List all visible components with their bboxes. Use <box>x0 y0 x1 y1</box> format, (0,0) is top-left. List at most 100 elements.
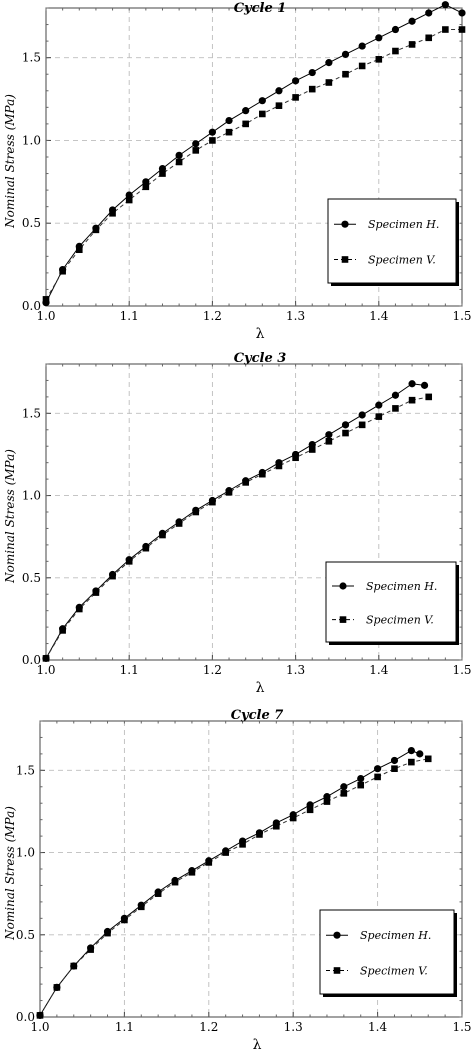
data-point-specimen-v <box>209 137 216 144</box>
y-tick-label: 1.0 <box>22 133 41 147</box>
data-point-specimen-h <box>357 774 365 783</box>
series-line-specimen-v <box>39 758 429 1016</box>
data-point-specimen-h <box>341 50 350 58</box>
chart-panel-1: 1.0 1.1 1.2 1.3 1.4 1.5 0.0 0.5 1.0 1.5 Cycle 1 λ No… <box>3 1 472 342</box>
data-point-specimen-h <box>416 750 424 758</box>
data-point-specimen-v <box>154 890 162 897</box>
data-point-specimen-h <box>441 1 449 9</box>
data-point-specimen-v <box>308 85 316 93</box>
data-point-specimen-v <box>358 421 366 429</box>
legend-marker <box>339 582 347 590</box>
data-point-specimen-v <box>75 246 83 254</box>
data-point-specimen-h <box>420 381 429 389</box>
data-point-specimen-v <box>408 41 416 48</box>
data-point-specimen-h <box>192 140 200 148</box>
data-point-specimen-h <box>275 87 283 95</box>
x-tick-label: 1.5 <box>452 663 471 677</box>
data-point-specimen-v <box>275 102 283 109</box>
y-axis-label: Nominal Stress (MPa) <box>3 449 17 584</box>
data-point-specimen-v <box>275 462 283 470</box>
legend-marker <box>339 616 347 623</box>
y-tick-label: 1.0 <box>22 489 41 503</box>
data-point-specimen-v <box>125 558 133 565</box>
data-point-specimen-v <box>357 781 365 789</box>
data-point-specimen-v <box>239 841 246 848</box>
x-tick-label: 1.5 <box>452 1020 471 1034</box>
chart-title: Cycle 3 <box>234 351 287 366</box>
legend: Specimen H. Specimen V. <box>319 909 457 997</box>
x-tick-label: 1.0 <box>30 1020 49 1034</box>
data-point-specimen-h <box>375 34 383 42</box>
data-point-specimen-v <box>70 962 78 970</box>
data-point-specimen-v <box>75 605 83 613</box>
data-point-specimen-v <box>36 1012 44 1019</box>
data-point-specimen-v <box>171 878 179 886</box>
data-point-specimen-v <box>137 903 145 911</box>
data-point-specimen-v <box>242 120 249 128</box>
data-point-specimen-v <box>325 437 333 445</box>
data-point-specimen-h <box>425 9 433 17</box>
chart-title: Cycle 1 <box>234 1 287 16</box>
data-point-specimen-v <box>289 814 297 822</box>
data-point-specimen-v <box>104 929 111 937</box>
data-point-specimen-v <box>242 479 249 486</box>
x-tick-label: 1.1 <box>120 309 139 323</box>
chart-panel-2: 1.0 1.1 1.2 1.3 1.4 1.5 0.0 0.5 1.0 1.5 Cycle 3 λ No… <box>3 351 472 696</box>
legend-marker <box>333 967 341 974</box>
legend-label: Specimen H. <box>368 218 439 231</box>
y-tick-label: 1.5 <box>22 51 41 65</box>
y-tick-label: 0.5 <box>22 571 41 585</box>
data-point-specimen-v <box>109 572 116 580</box>
x-axis-label: λ <box>253 1037 262 1051</box>
x-tick-label: 1.4 <box>369 663 388 677</box>
data-point-specimen-v <box>209 498 216 506</box>
x-tick-label: 1.3 <box>284 1020 303 1034</box>
chart-title: Cycle 7 <box>231 708 284 723</box>
data-point-specimen-v <box>192 508 200 516</box>
x-tick-label: 1.4 <box>368 1020 387 1034</box>
data-point-specimen-v <box>142 183 150 191</box>
y-tick-label: 0.0 <box>16 1010 35 1024</box>
x-tick-label: 1.2 <box>199 1020 218 1034</box>
x-tick-label: 1.2 <box>203 309 222 323</box>
data-point-specimen-v <box>205 859 213 866</box>
data-point-specimen-v <box>392 47 399 55</box>
data-point-specimen-v <box>259 470 266 478</box>
x-tick-label: 1.2 <box>203 663 222 677</box>
x-tick-label: 1.3 <box>286 309 305 323</box>
data-point-specimen-v <box>259 110 266 118</box>
legend-box <box>327 198 457 284</box>
data-point-specimen-v <box>408 758 415 766</box>
y-tick-label: 0.0 <box>22 299 41 313</box>
data-point-specimen-v <box>109 209 116 217</box>
legend: Specimen H. Specimen V. <box>325 561 459 645</box>
data-point-specimen-h <box>308 68 316 77</box>
y-tick-label: 0.5 <box>22 216 41 230</box>
x-tick-label: 1.1 <box>115 1020 134 1034</box>
data-point-specimen-v <box>192 147 200 154</box>
x-axis-label: λ <box>256 680 265 696</box>
data-point-specimen-v <box>391 765 398 772</box>
data-point-specimen-h <box>458 9 466 17</box>
x-axis-label: λ <box>256 326 265 342</box>
data-point-specimen-h <box>408 380 416 388</box>
x-tick-label: 1.0 <box>36 663 55 677</box>
x-tick-label: 1.3 <box>286 663 305 677</box>
data-point-specimen-v <box>87 946 94 953</box>
legend-marker <box>341 220 349 228</box>
data-point-specimen-v <box>374 773 381 781</box>
data-point-specimen-h <box>340 783 348 791</box>
data-point-specimen-v <box>42 296 50 303</box>
data-point-specimen-v <box>175 520 183 527</box>
x-tick-label: 1.1 <box>120 663 139 677</box>
data-point-specimen-v <box>375 56 383 63</box>
data-point-specimen-v <box>408 396 416 404</box>
data-point-specimen-v <box>424 755 432 763</box>
data-point-specimen-v <box>392 405 399 412</box>
data-point-specimen-v <box>42 655 50 662</box>
data-point-specimen-v <box>306 806 314 814</box>
legend-label: Specimen V. <box>368 253 436 266</box>
data-point-specimen-v <box>121 916 128 924</box>
data-point-specimen-h <box>208 128 216 136</box>
